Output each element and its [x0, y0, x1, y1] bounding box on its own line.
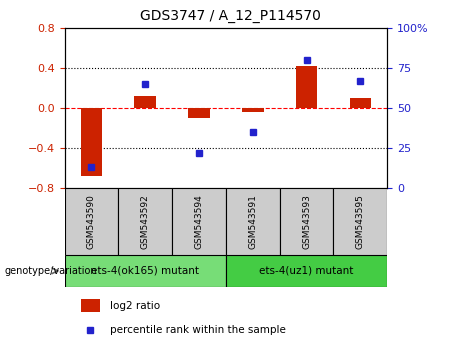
Bar	[188, 108, 210, 118]
Bar	[81, 108, 102, 176]
Bar	[135, 96, 156, 108]
Bar	[349, 98, 371, 108]
Bar	[81, 299, 100, 312]
Text: percentile rank within the sample: percentile rank within the sample	[110, 325, 286, 335]
Bar	[172, 188, 226, 255]
Text: GSM543590: GSM543590	[87, 194, 96, 249]
Text: GSM543593: GSM543593	[302, 194, 311, 249]
Bar	[333, 188, 387, 255]
Bar	[242, 108, 264, 112]
Text: ets-4(ok165) mutant: ets-4(ok165) mutant	[91, 266, 199, 276]
Bar	[296, 66, 317, 108]
Bar	[65, 255, 226, 287]
Bar	[65, 188, 118, 255]
Text: GSM543594: GSM543594	[195, 194, 203, 249]
Text: ets-4(uz1) mutant: ets-4(uz1) mutant	[260, 266, 354, 276]
Bar	[118, 188, 172, 255]
Bar	[226, 255, 387, 287]
Text: GDS3747 / A_12_P114570: GDS3747 / A_12_P114570	[140, 9, 321, 23]
Text: log2 ratio: log2 ratio	[110, 301, 160, 311]
Bar	[280, 188, 333, 255]
Bar	[226, 188, 280, 255]
Text: GSM543595: GSM543595	[356, 194, 365, 249]
Text: GSM543591: GSM543591	[248, 194, 257, 249]
Text: genotype/variation: genotype/variation	[5, 266, 97, 276]
Text: GSM543592: GSM543592	[141, 194, 150, 249]
